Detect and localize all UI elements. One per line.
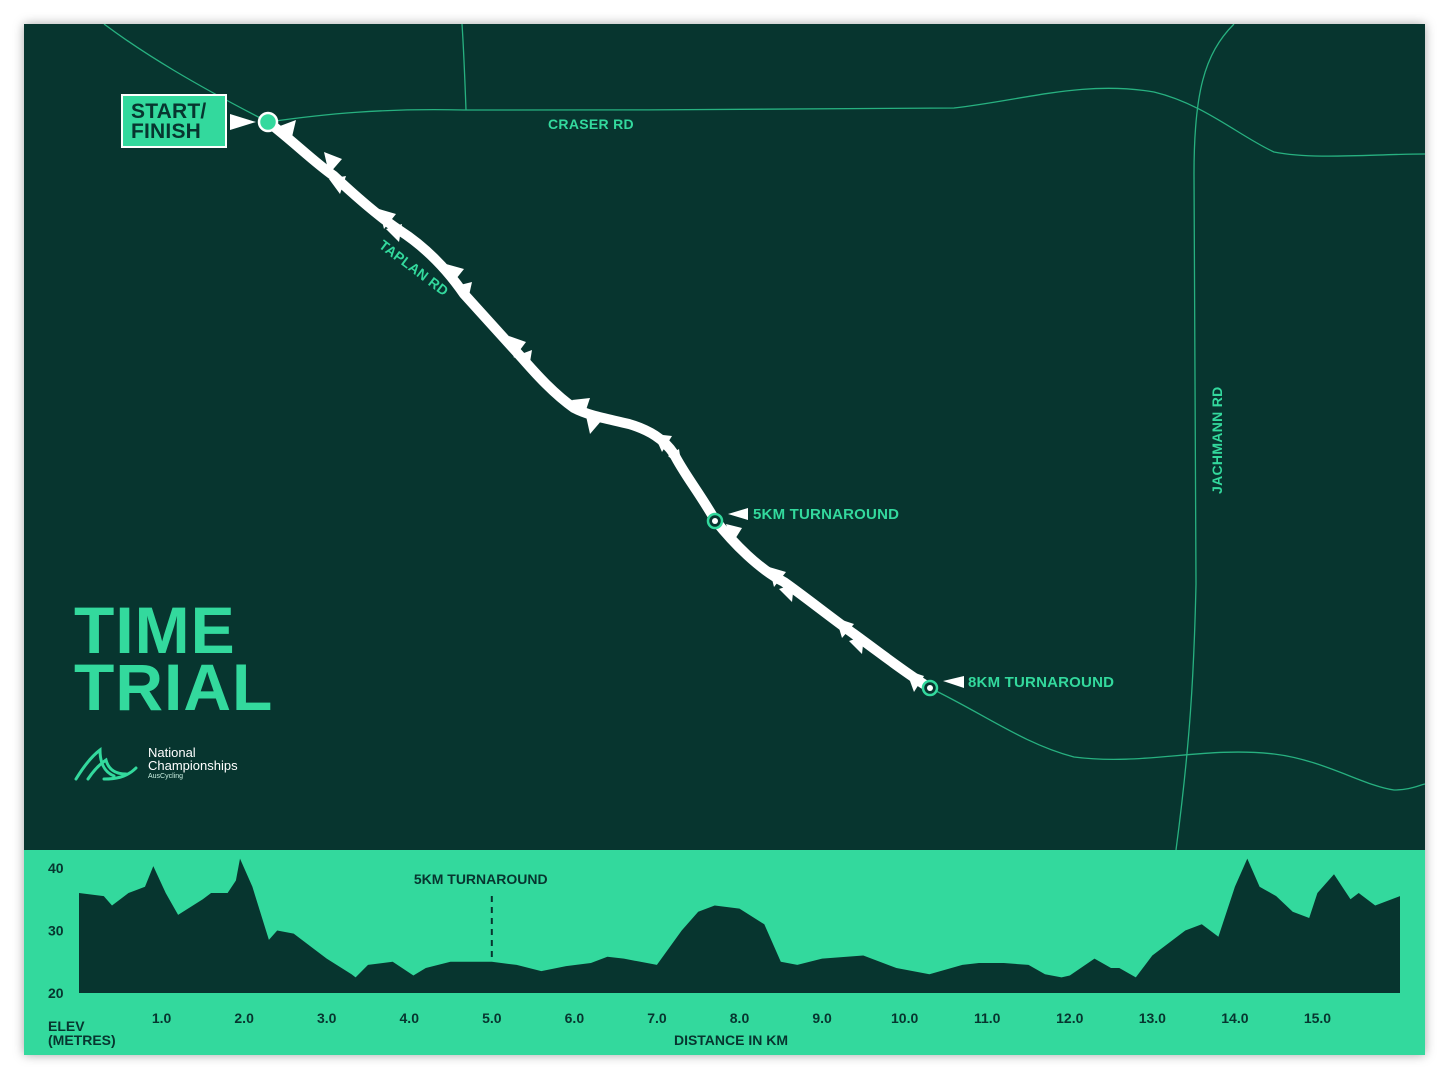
road-label-craser: CRASER RD [548,116,634,132]
direction-arrow [769,567,786,587]
brand-sub: AusCycling [148,773,184,780]
direction-arrow [906,670,924,692]
course-map-poster: 5KM TURNAROUND 8KM TURNAROUND CRASER RD … [24,24,1425,1055]
start-finish-marker [257,111,279,133]
road-northwest [103,24,269,123]
direction-arrow [386,224,402,242]
turnaround-5km-label: 5KM TURNAROUND [753,506,899,523]
x-tick-label: 13.0 [1139,1010,1166,1026]
y-tick-label: 40 [48,860,64,876]
direction-arrow [379,209,396,229]
direction-arrow [456,282,472,300]
x-tick-label: 2.0 [234,1010,254,1026]
brand-line1: National [148,745,196,760]
turnaround-8km-dot [927,685,933,691]
x-tick-label: 1.0 [152,1010,172,1026]
road-north [461,24,467,111]
road-jachmann [1175,24,1235,850]
x-tick-label: 4.0 [400,1010,420,1026]
brand-line2: Championships [148,758,238,773]
direction-arrow [668,449,682,468]
turnaround-8km-pointer [943,676,964,688]
x-tick-label: 5.0 [482,1010,502,1026]
x-tick-label: 3.0 [317,1010,337,1026]
x-tick-label: 14.0 [1221,1010,1248,1026]
branding: National Championships AusCycling [74,744,294,794]
elevation-profile-chart: 5KM TURNAROUND 20 30 40 1.0 2.0 3.0 4.0 5.0 6.0… [24,850,1425,1055]
direction-arrow [849,636,864,654]
x-tick-label: 10.0 [891,1010,918,1026]
turnaround-5km-dot [712,518,718,524]
direction-arrow [324,152,342,174]
x-axis-ticks: 1.0 2.0 3.0 4.0 5.0 6.0 7.0 8.0 9.0 10.0 11.0 12.0 1… [152,1010,1331,1026]
direction-arrow [516,350,532,368]
brand-text: National Championships AusCycling [148,746,238,781]
road-network [103,24,1425,850]
direction-arrow [572,398,590,416]
x-tick-label: 7.0 [647,1010,667,1026]
start-label-line1: START/ [131,100,207,123]
title-line1: TIME [74,593,236,667]
direction-arrow [586,416,602,434]
course-route [263,117,935,693]
map-background [24,24,1425,850]
elevation-area [79,858,1400,993]
x-tick-label: 8.0 [730,1010,750,1026]
auscycling-logo-icon [74,746,138,781]
x-tick-label: 15.0 [1304,1010,1331,1026]
road-label-jachmann: JACHMANN RD [1209,386,1225,494]
course-map: 5KM TURNAROUND 8KM TURNAROUND CRASER RD … [24,24,1425,850]
y-axis-ticks: 20 30 40 [48,860,64,1001]
x-tick-label: 11.0 [974,1010,1001,1026]
turnaround-5km-pointer [728,508,748,520]
direction-arrow [726,524,742,544]
start-finish-label: START/ FINISH [121,94,227,148]
direction-arrow [779,584,794,602]
title-line2: TRIAL [74,650,274,724]
page-title: TIME TRIAL [74,593,274,724]
chart-annotation-label: 5KM TURNAROUND [414,871,548,887]
direction-arrows [280,120,924,692]
direction-arrow [446,264,464,284]
x-axis-label: DISTANCE IN KM [674,1032,788,1048]
y-tick-label: 30 [48,923,64,939]
start-pointer [230,114,256,130]
direction-arrow [509,336,526,358]
direction-arrow [329,176,346,194]
x-tick-label: 12.0 [1056,1010,1083,1026]
x-tick-label: 9.0 [812,1010,832,1026]
direction-arrow [654,434,672,452]
road-southeast [929,687,1425,791]
y-axis-label-line2: (METRES) [48,1032,116,1048]
road-craser [267,87,1425,157]
start-label-line2: FINISH [131,120,202,143]
direction-arrow [836,618,854,638]
y-tick-label: 20 [48,985,64,1001]
turnaround-8km-label: 8KM TURNAROUND [968,674,1114,691]
x-tick-label: 6.0 [565,1010,585,1026]
y-axis-label-line1: ELEV [48,1018,85,1034]
direction-arrow [280,120,296,137]
